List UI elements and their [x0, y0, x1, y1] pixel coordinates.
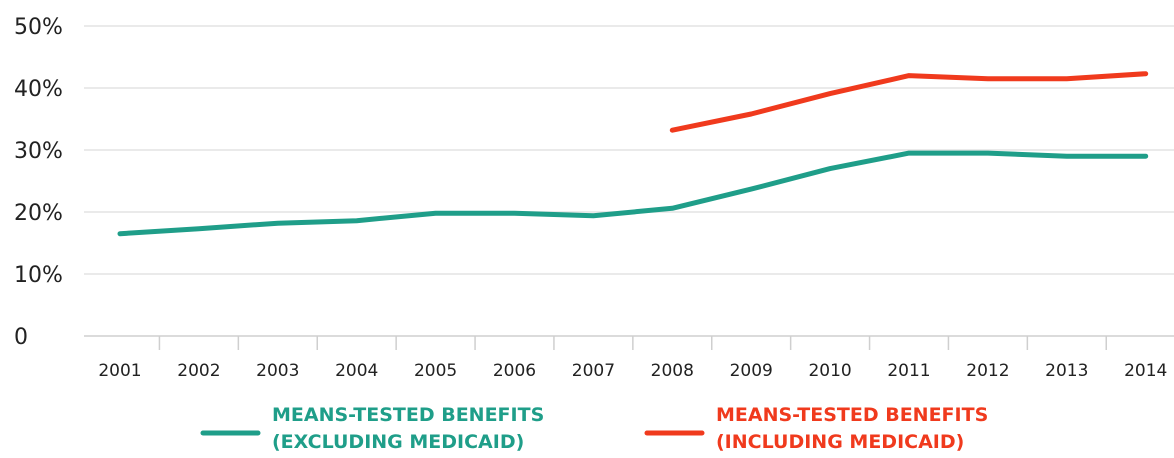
x-tick-label: 2007 — [572, 361, 615, 381]
gridlines — [84, 25, 1174, 275]
y-tick-label: 40% — [14, 77, 63, 102]
series-line-1 — [669, 71, 1149, 133]
x-tick-label: 2005 — [414, 361, 457, 381]
series-lines — [117, 71, 1149, 237]
x-tick-label: 2004 — [335, 361, 378, 381]
x-tick-label: 2003 — [256, 361, 299, 381]
x-tick-label: 2012 — [966, 361, 1009, 381]
legend-label: MEANS-TESTED BENEFITS — [272, 404, 544, 426]
x-tick-label: 2010 — [808, 361, 851, 381]
y-tick-label: 50% — [14, 15, 63, 40]
y-tick-label: 0 — [14, 325, 28, 350]
x-axis — [84, 335, 1174, 350]
y-tick-label: 10% — [14, 263, 63, 288]
legend: MEANS-TESTED BENEFITS (EXCLUDING MEDICAID… — [200, 404, 988, 453]
x-tick-label: 2008 — [651, 361, 694, 381]
x-tick-label: 2006 — [493, 361, 536, 381]
series-line-0 — [117, 150, 1149, 237]
y-tick-label: 20% — [14, 201, 63, 226]
x-axis-tick-labels: 2001 2002 2003 2004 2005 2006 2007 2008 2009 2010… — [98, 361, 1167, 381]
x-tick-label: 2009 — [730, 361, 773, 381]
x-tick-label: 2001 — [98, 361, 141, 381]
x-tick-label: 2014 — [1124, 361, 1167, 381]
legend-label: (EXCLUDING MEDICAID) — [272, 431, 524, 453]
y-axis-tick-labels: 0 10% 20% 30% 40% 50% — [14, 15, 63, 350]
x-tick-label: 2002 — [177, 361, 220, 381]
y-tick-label: 30% — [14, 139, 63, 164]
x-tick-label: 2011 — [887, 361, 930, 381]
x-tick-label: 2013 — [1045, 361, 1088, 381]
legend-label: MEANS-TESTED BENEFITS — [716, 404, 988, 426]
legend-label: (INCLUDING MEDICAID) — [716, 431, 964, 453]
